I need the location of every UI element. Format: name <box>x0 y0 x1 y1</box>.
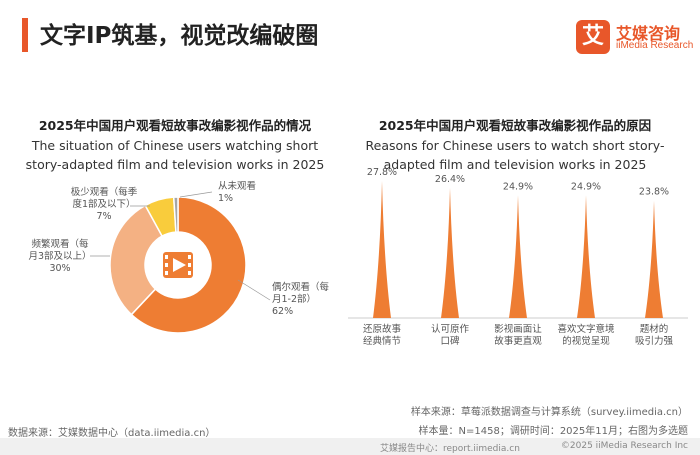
bar-category-label: 还原故事经典情节 <box>363 323 402 347</box>
film-hole-icon <box>165 263 168 267</box>
bar-category-label: 认可原作口碑 <box>431 323 470 347</box>
sample-source: 样本来源：草莓派数据调查与计算系统（survey.iimedia.cn） <box>410 407 688 418</box>
film-hole-icon <box>188 271 191 275</box>
bar-mark <box>509 195 527 318</box>
leader-line <box>179 191 213 198</box>
logo-mark: 艾 <box>576 20 610 54</box>
logo-name-en: iiMedia Research <box>616 40 694 51</box>
pie-slice <box>130 196 247 334</box>
pie-label: 极少观看（每季度1部及以下） 7% <box>71 186 138 222</box>
bar-value-label: 24.9% <box>571 181 601 192</box>
film-hole-icon <box>188 263 191 267</box>
title-accent-bar <box>22 18 28 52</box>
page-title: 文字IP筑基，视觉改编破圈 <box>40 23 319 49</box>
bar-value-label: 27.8% <box>367 167 397 178</box>
pie-label: 从未观看 1% <box>218 180 256 204</box>
play-icon <box>173 258 186 272</box>
pie-chart-title: 2025年中国用户观看短故事改编影视作品的情况 <box>38 118 312 133</box>
film-hole-icon <box>188 255 191 259</box>
film-hole-icon <box>165 271 168 275</box>
bar-value-label: 23.8% <box>639 187 669 198</box>
bar-category-label: 题材的吸引力强 <box>635 323 674 347</box>
bar-mark <box>373 180 391 318</box>
bar-mark <box>645 200 663 318</box>
bar-category-label: 影视画面让故事更直观 <box>494 323 542 347</box>
pie-slice <box>172 196 179 233</box>
data-source: 数据来源：艾媒数据中心（data.iimedia.cn） <box>8 428 216 439</box>
pie-chart-subtitle: The situation of Chinese users watching … <box>25 138 325 172</box>
bar-value-label: 24.9% <box>503 181 533 192</box>
sample-info: 样本量：N=1458；调研时间：2025年11月；右图为多选题 <box>418 426 688 437</box>
film-hole-icon <box>165 255 168 259</box>
bar-chart-subtitle: Reasons for Chinese users to watch short… <box>365 138 665 172</box>
bar-mark <box>577 195 595 318</box>
bar-chart-title: 2025年中国用户观看短故事改编影视作品的原因 <box>378 118 652 133</box>
bar-category-label: 喜欢文字意境的视觉呈现 <box>557 323 615 347</box>
logo-name-cn: 艾媒咨询 <box>616 24 681 43</box>
bar-mark <box>441 187 459 318</box>
copyright: ©2025 iiMedia Research Inc <box>560 441 688 451</box>
pie-label: 频繁观看（每月3部及以上） 30% <box>28 238 91 274</box>
pie-slice <box>109 204 164 316</box>
footer-bar <box>0 438 700 455</box>
leader-line <box>237 279 271 301</box>
report-center-link[interactable]: 艾媒报告中心：report.iimedia.cn <box>380 444 520 454</box>
bar-value-label: 26.4% <box>435 174 465 185</box>
brand-logo: 艾 艾媒咨询 iiMedia Research <box>576 20 696 56</box>
pie-label: 偶尔观看（每月1-2部） 62% <box>272 281 330 317</box>
